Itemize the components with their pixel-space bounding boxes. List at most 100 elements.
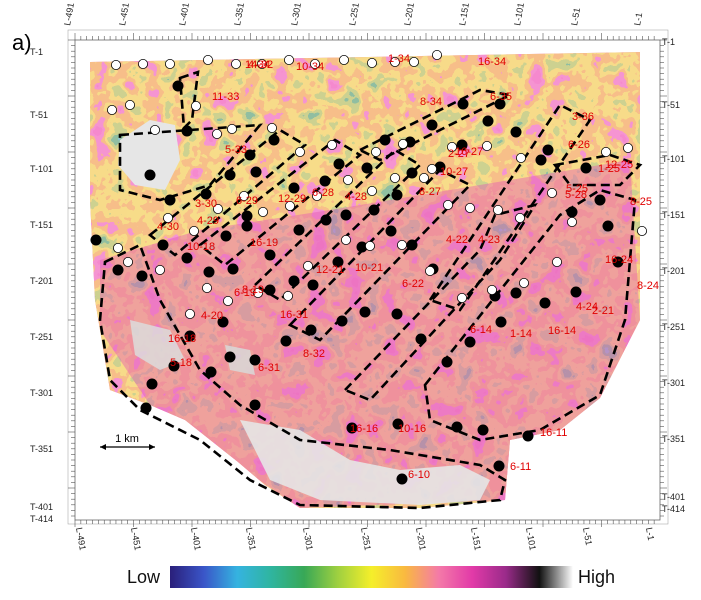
well-markers: 16-34 4-34 10-34 1-34 8-34 6-35 3-36 6-26 5-28 16… [90, 50, 659, 485]
well-marker-black [510, 126, 522, 138]
well-marker-black [385, 225, 397, 237]
well-label: 6-28 [312, 187, 334, 199]
well-marker-black [305, 324, 317, 336]
well-marker-black [288, 275, 300, 287]
well-marker-white [212, 203, 223, 214]
well-marker-white [252, 287, 263, 298]
well-marker-white [366, 58, 377, 69]
well-marker-white [257, 206, 268, 217]
well-marker-black [203, 266, 215, 278]
axis-label-right: T-351 [662, 434, 685, 444]
well-marker-white [519, 277, 530, 288]
well-label: 8-32 [303, 348, 325, 360]
zone-outline-7 [342, 202, 538, 402]
well-marker-black [340, 209, 352, 221]
well-marker-black [510, 287, 522, 299]
well-label: 1-25 [598, 163, 620, 175]
well-marker-white [464, 202, 475, 213]
pale-patch-sw [130, 320, 185, 370]
well-marker-white [154, 264, 165, 275]
axis-label-bottom: L-351 [244, 527, 258, 551]
axis-label-bottom: L-301 [301, 527, 315, 551]
well-marker-black [307, 279, 319, 291]
scale-bar: 1 km [100, 433, 155, 450]
axis-label-bottom: L-401 [189, 527, 203, 551]
colorbar-low-label: Low [127, 567, 161, 587]
well-marker-black [391, 189, 403, 201]
well-marker-white [149, 125, 160, 136]
frame-outer-border [67, 29, 669, 525]
well-marker-black [200, 188, 212, 200]
well-label: 16-16 [350, 423, 378, 435]
well-label: 4-24 [576, 301, 598, 313]
well-marker-white [311, 190, 322, 201]
well-marker-black [441, 356, 453, 368]
well-marker-black [249, 354, 261, 366]
well-marker-black [112, 264, 124, 276]
well-marker-black [164, 194, 176, 206]
well-label: 8-19 [242, 284, 264, 296]
well-marker-white [431, 50, 442, 61]
well-marker-black [482, 115, 494, 127]
well-marker-black [224, 351, 236, 363]
well-marker-black [495, 316, 507, 328]
axis-label-top: L-201 [402, 2, 416, 26]
well-marker-black [268, 134, 280, 146]
well-label: 5-28 [565, 189, 587, 201]
well-marker-white [623, 142, 634, 153]
well-marker-white [230, 59, 241, 70]
well-marker-white [294, 146, 305, 157]
well-marker-black [144, 169, 156, 181]
well-marker-black [217, 316, 229, 328]
well-label: 10-27 [440, 166, 468, 178]
well-marker-white [266, 123, 277, 134]
well-marker-black [368, 204, 380, 216]
well-marker-white [567, 216, 578, 227]
axis-label-top: L-101 [512, 2, 526, 26]
well-marker-black [406, 239, 418, 251]
well-marker-black [494, 98, 506, 110]
axis-label-left: T-414 [30, 514, 53, 524]
well-marker-black [320, 214, 332, 226]
well-marker-white [426, 163, 437, 174]
zone-outline-12 [552, 153, 643, 187]
well-label: 3-36 [572, 111, 594, 123]
well-marker-white [188, 225, 199, 236]
zone-outline-2 [118, 123, 263, 202]
axis-label-left: T-51 [30, 110, 48, 120]
well-marker-white [442, 199, 453, 210]
well-marker-black [90, 234, 102, 246]
well-label: 4-30 [157, 221, 179, 233]
well-marker-black [612, 256, 624, 268]
well-label: 16-24 [605, 254, 633, 266]
axis-label-right: T-201 [662, 266, 685, 276]
well-marker-white [389, 57, 400, 68]
well-marker-white [481, 140, 492, 151]
axis-label-top: L-451 [117, 2, 131, 26]
well-marker-black [293, 224, 305, 236]
well-marker-white [340, 234, 351, 245]
colorbar [170, 566, 573, 588]
well-marker-white [397, 138, 408, 149]
axis-label-bottom: L-251 [359, 527, 373, 551]
axis-label-left: T-101 [30, 164, 53, 174]
well-marker-white [137, 59, 148, 70]
axis-label-right: T-401 [662, 492, 685, 502]
well-label: 6-29 [236, 195, 258, 207]
zone-outline-10 [423, 188, 637, 442]
well-marker-white [282, 290, 293, 301]
well-marker-black [346, 422, 358, 434]
well-label: 6-31 [258, 362, 280, 374]
axis-labels: L-491 L-451 L-401 L-351 L-301 L-251 L-201 L-151… [30, 2, 685, 551]
axis-label-top: L-251 [347, 2, 361, 26]
well-marker-white [516, 152, 527, 163]
well-label: 1-34 [388, 53, 410, 65]
well-label: 16-19 [250, 237, 278, 249]
well-marker-white [211, 128, 222, 139]
axis-label-left: T-351 [30, 444, 53, 454]
well-marker-white [283, 55, 294, 66]
well-marker-black [415, 333, 427, 345]
well-label: 10-18 [187, 241, 215, 253]
well-label: 6-26 [568, 139, 590, 151]
well-marker-black [227, 263, 239, 275]
